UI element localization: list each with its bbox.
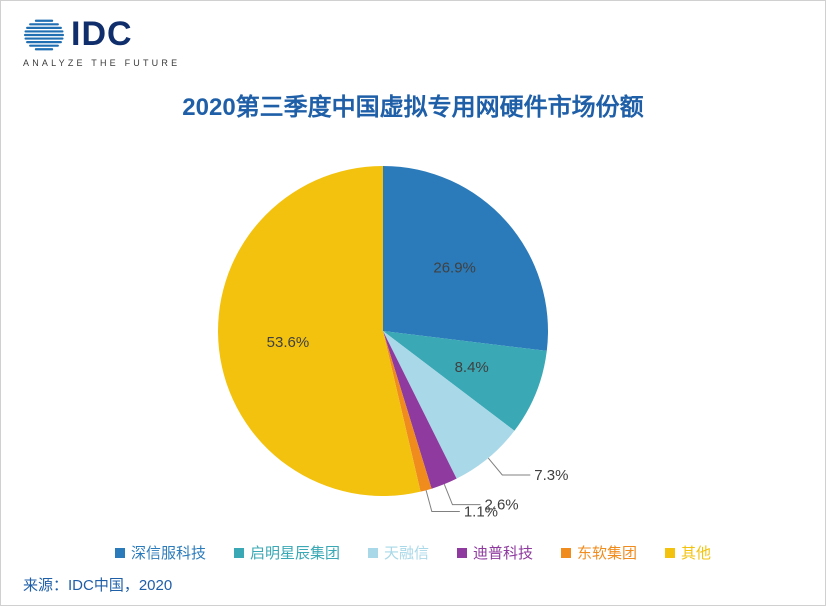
legend-label: 迪普科技 — [473, 542, 533, 563]
legend-item: 启明星辰集团 — [234, 542, 340, 563]
source-line: 来源：IDC中国，2020 — [23, 574, 172, 595]
chart-title: 2020第三季度中国虚拟专用网硬件市场份额 — [1, 87, 825, 122]
globe-icon — [23, 17, 65, 53]
legend-item: 迪普科技 — [457, 542, 533, 563]
legend-item: 深信服科技 — [115, 542, 206, 563]
leader-line — [488, 458, 530, 475]
legend-swatch — [457, 548, 467, 558]
chart-legend: 深信服科技 启明星辰集团 天融信 迪普科技 东软集团 其他 — [1, 542, 825, 563]
legend-label: 启明星辰集团 — [250, 542, 340, 563]
legend-swatch — [115, 548, 125, 558]
logo-tagline: ANALYZE THE FUTURE — [23, 58, 180, 68]
leader-line — [444, 484, 480, 504]
legend-label: 东软集团 — [577, 542, 637, 563]
logo-text: IDC — [71, 15, 133, 54]
slice-label: 1.1% — [464, 504, 498, 521]
pie-slice — [383, 166, 548, 351]
slice-label: 7.3% — [534, 467, 568, 484]
leader-line — [426, 490, 460, 511]
idc-logo-block: IDC ANALYZE THE FUTURE — [23, 15, 180, 68]
legend-swatch — [665, 548, 675, 558]
pie-svg: 26.9%8.4%7.3%2.6%1.1%53.6% — [93, 141, 733, 521]
slice-label: 8.4% — [455, 359, 489, 376]
legend-swatch — [234, 548, 244, 558]
legend-swatch — [368, 548, 378, 558]
slice-label: 53.6% — [267, 334, 310, 351]
legend-swatch — [561, 548, 571, 558]
pie-chart: 26.9%8.4%7.3%2.6%1.1%53.6% — [1, 141, 825, 521]
idc-logo: IDC — [23, 15, 180, 54]
legend-label: 天融信 — [384, 542, 429, 563]
slice-label: 26.9% — [433, 260, 476, 277]
legend-item: 东软集团 — [561, 542, 637, 563]
legend-label: 其他 — [681, 542, 711, 563]
legend-label: 深信服科技 — [131, 542, 206, 563]
legend-item: 其他 — [665, 542, 711, 563]
legend-item: 天融信 — [368, 542, 429, 563]
